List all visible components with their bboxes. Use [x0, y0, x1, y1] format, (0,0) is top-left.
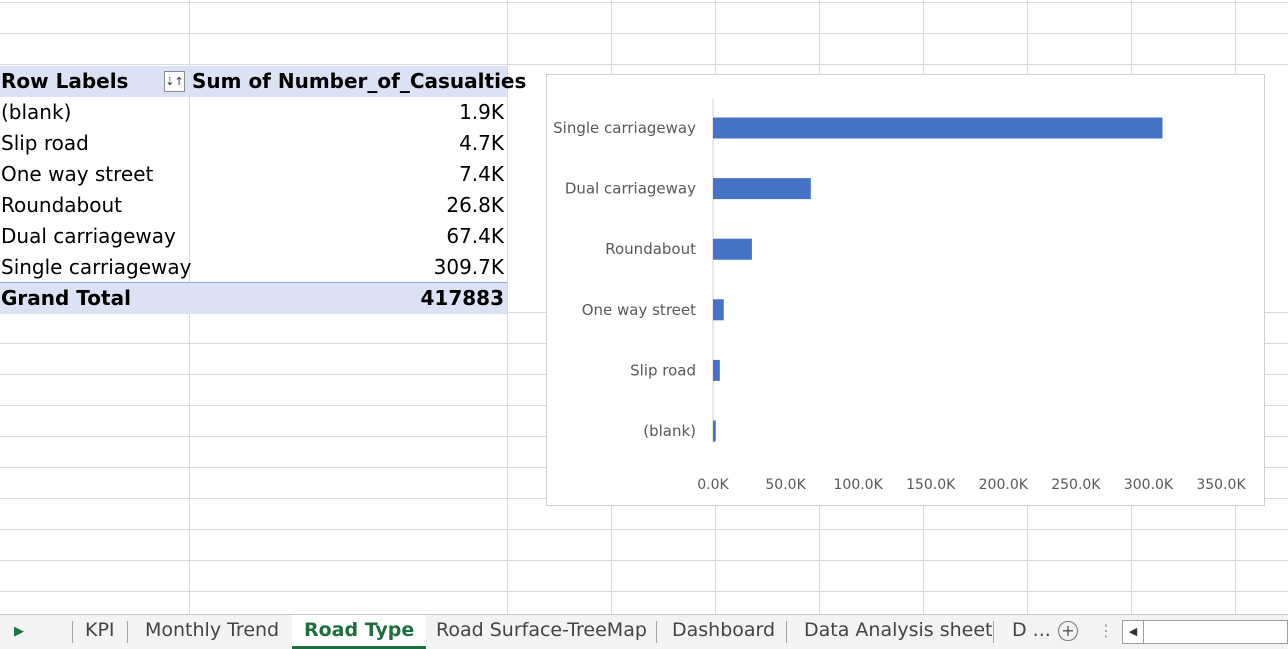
pivot-row-label: Slip road	[1, 131, 89, 155]
chart-tick-label: 50.0K	[765, 477, 806, 493]
tab-divider	[993, 621, 994, 643]
gridline	[0, 591, 1288, 592]
values-header[interactable]: Sum of Number_of_Casualties	[192, 69, 527, 93]
pivot-grand-total-row[interactable]: Grand Total 417883	[0, 282, 507, 314]
chart-category-label: Single carriageway	[553, 119, 696, 137]
gridline	[0, 64, 1288, 65]
chart-category-label: Dual carriageway	[565, 180, 696, 198]
chart-category-label: Slip road	[630, 361, 696, 379]
chart-tick-label: 250.0K	[1051, 477, 1101, 493]
tab-kpi[interactable]: KPI	[85, 619, 115, 641]
tab-data-analysis-sheet[interactable]: Data Analysis sheet	[804, 619, 993, 641]
pivot-row-value: 7.4K	[459, 162, 504, 186]
gridline	[0, 560, 1288, 561]
tab-more[interactable]: D ...	[1012, 619, 1051, 641]
pivot-row-value: 67.4K	[446, 224, 504, 248]
row-labels-header[interactable]: Row Labels	[1, 69, 129, 93]
scroll-left-icon[interactable]: ◀	[1123, 621, 1144, 643]
tab-divider	[786, 621, 787, 643]
chart-plot: Single carriageway Dual carriageway Rounda…	[553, 99, 1246, 493]
chart-tick-label: 300.0K	[1124, 477, 1174, 493]
chart-bar	[713, 359, 720, 381]
horizontal-scrollbar[interactable]: ◀	[1122, 620, 1288, 644]
pivot-row-value: 1.9K	[459, 100, 504, 124]
tab-divider	[72, 621, 73, 643]
chart-tick-label: 150.0K	[906, 477, 956, 493]
chart-tick-label: 100.0K	[834, 477, 884, 493]
pivot-row-label: Roundabout	[1, 193, 122, 217]
chart-tick-label: 200.0K	[979, 477, 1029, 493]
tab-dashboard[interactable]: Dashboard	[672, 619, 776, 641]
pivot-row[interactable]: One way street 7.4K	[0, 159, 507, 190]
pivot-row-value: 309.7K	[433, 255, 504, 279]
chart-category-label: (blank)	[643, 422, 696, 440]
tab-monthly-trend[interactable]: Monthly Trend	[145, 619, 280, 641]
scroll-tabs-right-icon[interactable]: ▶	[14, 624, 24, 639]
pivot-row[interactable]: Single carriageway 309.7K	[0, 252, 507, 283]
tab-road-type[interactable]: Road Type	[292, 615, 427, 649]
pivot-row[interactable]: Dual carriageway 67.4K	[0, 221, 507, 252]
bar-chart[interactable]: Single carriageway Dual carriageway Rounda…	[546, 74, 1265, 506]
more-options-icon[interactable]: ⋮	[1098, 621, 1114, 640]
gridline	[0, 529, 1288, 530]
chart-bar	[713, 117, 1163, 139]
chart-tick-label: 0.0K	[697, 477, 729, 493]
worksheet-grid[interactable]: Row Labels ⇣↑ Sum of Number_of_Casualtie…	[0, 0, 1288, 614]
pivot-row-label: (blank)	[1, 100, 72, 124]
pivot-row[interactable]: (blank) 1.9K	[0, 97, 507, 128]
gridline	[0, 2, 1288, 3]
pivot-row-value: 26.8K	[446, 193, 504, 217]
chart-category-label: One way street	[582, 301, 696, 319]
filter-sort-icon[interactable]: ⇣↑	[164, 71, 185, 92]
pivot-row-value: 4.7K	[459, 131, 504, 155]
pivot-row-label: One way street	[1, 162, 154, 186]
gridline	[507, 0, 508, 614]
pivot-header-row[interactable]: Row Labels ⇣↑ Sum of Number_of_Casualtie…	[0, 66, 526, 97]
gridline	[0, 33, 1288, 34]
sheet-tab-bar: ▶ KPI Monthly Trend Road Type Road Surfa…	[0, 614, 1288, 649]
grand-total-label: Grand Total	[1, 286, 131, 310]
chart-tick-label: 350.0K	[1196, 477, 1246, 493]
pivot-row[interactable]: Slip road 4.7K	[0, 128, 507, 159]
tab-divider	[127, 621, 128, 643]
tab-divider	[656, 621, 657, 643]
chart-bar	[713, 299, 724, 321]
pivot-row-label: Dual carriageway	[1, 224, 176, 248]
chart-bar	[713, 238, 752, 260]
grand-total-value: 417883	[420, 286, 505, 310]
pivot-row[interactable]: Roundabout 26.8K	[0, 190, 507, 221]
chart-bar	[713, 178, 811, 200]
chart-category-label: Roundabout	[605, 240, 696, 258]
pivot-row-label: Single carriageway	[1, 255, 192, 279]
add-sheet-button[interactable]: +	[1058, 621, 1078, 641]
chart-bar	[713, 420, 716, 442]
tab-road-surface-treemap[interactable]: Road Surface-TreeMap	[436, 619, 647, 641]
